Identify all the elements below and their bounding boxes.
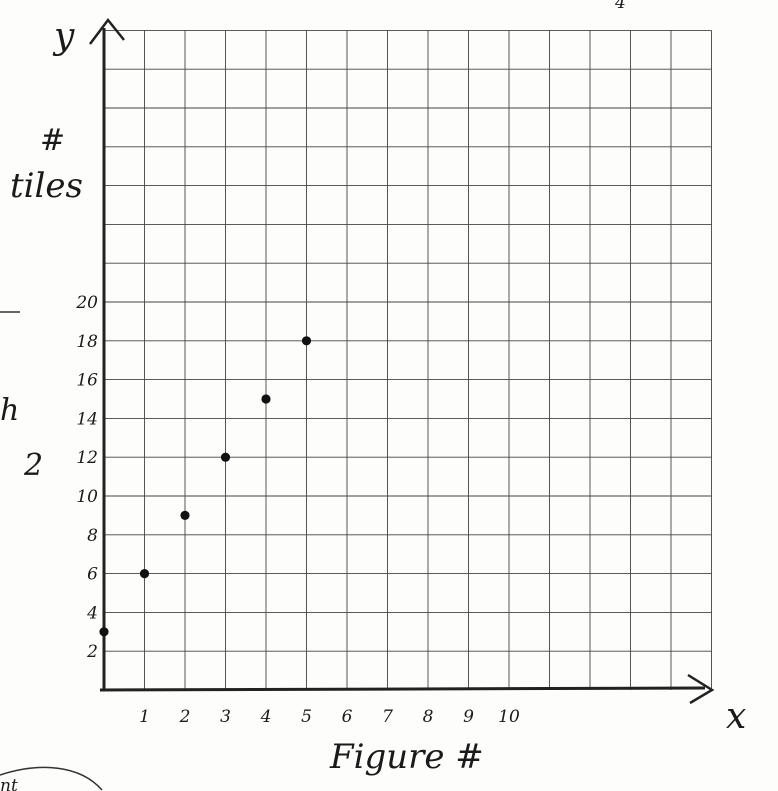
y-tick-label: 6 [87, 565, 98, 585]
data-point [220, 452, 231, 462]
x-tick-label: 4 [260, 707, 272, 727]
x-tick-label: 7 [382, 707, 393, 727]
x-axis-letter: x [726, 696, 746, 737]
margin-digit-2: 2 [23, 448, 43, 483]
y-tick-label: 12 [76, 448, 98, 468]
data-point [139, 569, 150, 579]
data-point [99, 627, 109, 637]
y-tick-label: 16 [76, 371, 98, 391]
data-point [301, 336, 312, 346]
y-axis-arrowhead [89, 17, 125, 45]
x-tick-label: 8 [423, 707, 434, 727]
margin-curve [0, 766, 103, 791]
y-tick-label: 4 [86, 603, 98, 623]
y-tick-label: 18 [76, 332, 98, 352]
x-tick-label: 6 [342, 707, 353, 727]
data-point [261, 394, 271, 404]
data-point [180, 510, 190, 520]
y-axis-label-symbol: # [40, 123, 65, 158]
y-tick-label: 2 [86, 642, 98, 662]
x-axis-arrowhead [687, 673, 715, 705]
margin-digit-4: 4 [614, 0, 626, 13]
grid-lines [104, 29, 712, 690]
x-tick-label: 2 [179, 707, 191, 727]
x-tick-label: 1 [139, 707, 150, 727]
y-tick-label: 14 [76, 409, 98, 429]
y-tick-label: 20 [75, 293, 98, 313]
x-axis-line [99, 686, 706, 692]
margin-text-nt: nt [0, 776, 18, 791]
x-tick-label: 9 [463, 707, 474, 727]
y-axis-letter: y [52, 16, 75, 57]
x-axis-label: Figure # [329, 737, 484, 777]
y-tick-label: 8 [87, 526, 98, 546]
x-tick-label: 3 [220, 707, 231, 727]
y-axis-label-word: tiles [10, 166, 83, 206]
margin-letter-h: h [0, 393, 19, 428]
y-tick-label: 10 [76, 487, 98, 507]
x-tick-label: 5 [301, 707, 312, 727]
axes [89, 17, 715, 705]
x-tick-label: 10 [498, 707, 520, 727]
